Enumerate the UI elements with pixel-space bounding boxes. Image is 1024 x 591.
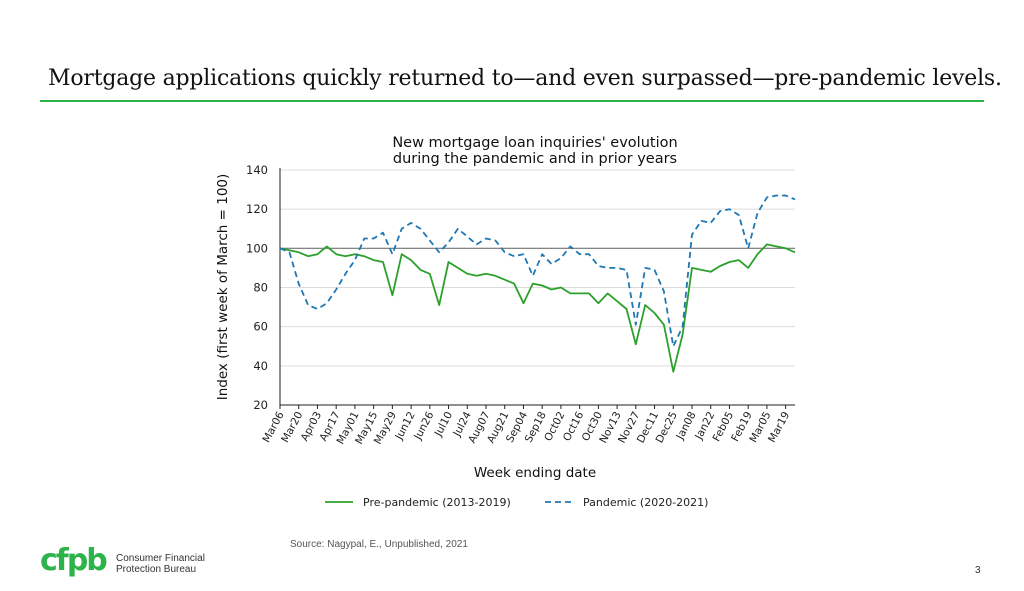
y-tick-label: 140 [246, 163, 268, 177]
y-axis-label: Index (first week of March = 100) [215, 174, 231, 401]
x-tick-label: Jul10 [432, 410, 455, 440]
legend-label: Pandemic (2020-2021) [583, 496, 708, 509]
gridlines [280, 169, 795, 406]
title-underline [40, 100, 984, 102]
axes: 20406080100120140Mar06Mar20Apr03Apr17May… [246, 163, 795, 446]
legend: Pre-pandemic (2013-2019) Pandemic (2020-2… [325, 496, 708, 509]
legend-label: Pre-pandemic (2013-2019) [363, 496, 511, 509]
y-tick-label: 80 [253, 281, 268, 295]
chart-title-line-2: during the pandemic and in prior years [393, 151, 677, 167]
source-note: Source: Nagypal, E., Unpublished, 2021 [290, 539, 468, 550]
cfpb-logo-text: Consumer Financial Protection Bureau [116, 553, 205, 575]
series-lines [279, 194, 796, 373]
slide-title: Mortgage applications quickly returned t… [48, 66, 1002, 91]
cfpb-logo-mark: cfpb [40, 543, 108, 578]
page-number: 3 [975, 565, 981, 576]
y-tick-label: 60 [253, 320, 268, 334]
logo-line-2: Protection Bureau [116, 564, 197, 575]
y-tick-label: 100 [246, 241, 268, 255]
y-tick-label: 40 [253, 359, 268, 373]
y-tick-label: 120 [246, 202, 268, 216]
chart-title-line-1: New mortgage loan inquiries' evolution [392, 135, 677, 151]
cfpb-logo: cfpb Consumer Financial Protection Burea… [40, 546, 210, 582]
x-axis-label: Week ending date [474, 465, 596, 481]
series-line-pandemic [279, 194, 796, 348]
y-tick-label: 20 [253, 398, 268, 412]
line-chart: New mortgage loan inquiries' evolution d… [215, 135, 796, 509]
logo-line-1: Consumer Financial [116, 553, 205, 564]
series-line-pre-pandemic [279, 243, 796, 373]
